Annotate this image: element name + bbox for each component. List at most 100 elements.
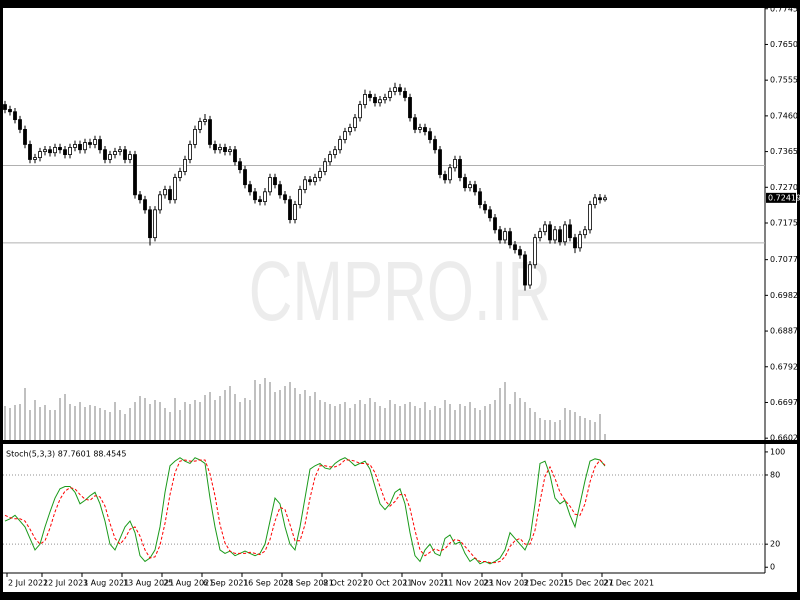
- volume-bar: [444, 400, 446, 440]
- volume-bar: [424, 402, 426, 440]
- volume-bar: [479, 410, 481, 440]
- candle-body: [153, 209, 157, 239]
- candle-body: [18, 119, 22, 130]
- candle-body: [323, 161, 327, 172]
- candle-body: [448, 167, 452, 181]
- volume-bar: [289, 382, 291, 440]
- volume-bar: [129, 408, 131, 440]
- candle-body: [498, 229, 502, 241]
- candle-body: [128, 154, 132, 160]
- y-tick-label: 100: [770, 447, 785, 456]
- candle-body: [473, 184, 477, 193]
- volume-bar: [94, 406, 96, 440]
- x-tick-label: 22 Jul 2021: [43, 579, 88, 588]
- candle-body: [108, 154, 112, 160]
- volume-bar: [469, 402, 471, 440]
- candle-body: [493, 217, 497, 231]
- x-tick-label: 13 Aug 2021: [123, 579, 174, 588]
- candle-body: [293, 204, 297, 221]
- candle-body: [438, 149, 442, 175]
- volume-bar: [109, 412, 111, 440]
- candle-body: [468, 184, 472, 189]
- candle-body: [133, 154, 137, 196]
- volume-bar: [19, 404, 21, 440]
- volume-bar: [574, 412, 576, 440]
- candle-body: [388, 91, 392, 98]
- x-tick-label: 3 Dec 2021: [523, 579, 569, 588]
- x-tick-label: 28 Sep 2021: [283, 579, 334, 588]
- candle-body: [163, 189, 167, 196]
- candle-body: [273, 177, 277, 186]
- candle-body: [458, 159, 462, 178]
- volume-bar: [229, 386, 231, 440]
- y-tick-label: 0.69825: [770, 291, 800, 300]
- volume-bar: [184, 402, 186, 440]
- volume-bar: [529, 408, 531, 440]
- candle-body: [428, 131, 432, 140]
- candle-body: [58, 147, 62, 151]
- candle-body: [8, 109, 12, 113]
- candle-body: [253, 191, 257, 201]
- candle-body: [38, 151, 42, 158]
- volume-bar: [209, 392, 211, 440]
- candle-body: [118, 149, 122, 152]
- candle-body: [423, 127, 427, 133]
- volume-bar: [254, 380, 256, 440]
- candle-body: [318, 171, 322, 178]
- volume-bar: [314, 392, 316, 440]
- panel-separator: [3, 440, 797, 444]
- volume-bar: [79, 402, 81, 440]
- x-tick-label: 20 Oct 2021: [363, 579, 412, 588]
- y-tick-label: 0.70775: [770, 255, 800, 264]
- volume-bar: [419, 408, 421, 440]
- volume-bar: [579, 416, 581, 440]
- x-tick-label: 23 Nov 2021: [483, 579, 534, 588]
- x-tick-label: 3 Aug 2021: [83, 579, 129, 588]
- volume-bar: [74, 406, 76, 440]
- volume-bar: [219, 396, 221, 440]
- volume-bar: [259, 384, 261, 440]
- volume-bar: [384, 408, 386, 440]
- volume-bar: [304, 390, 306, 440]
- candle-body: [583, 229, 587, 236]
- volume-bar: [164, 408, 166, 440]
- volume-bar: [279, 390, 281, 440]
- volume-bar: [329, 404, 331, 440]
- indicator-title: Stoch(5,3,3) 87.7601 88.4545: [6, 450, 126, 459]
- candle-body: [213, 144, 217, 151]
- candle-body: [63, 149, 67, 155]
- volume-bar: [339, 404, 341, 440]
- candle-body: [173, 177, 177, 201]
- candle-body: [563, 224, 567, 243]
- candle-body: [223, 147, 227, 152]
- candle-body: [103, 149, 107, 160]
- candle-body: [288, 199, 292, 221]
- candle-body: [73, 144, 77, 148]
- candle-body: [138, 194, 142, 201]
- candle-body: [193, 129, 197, 145]
- candle-body: [88, 142, 92, 145]
- volume-bar: [354, 404, 356, 440]
- volume-bar: [44, 405, 46, 440]
- volume-bar: [524, 402, 526, 440]
- candle-body: [393, 87, 397, 92]
- volume-bar: [14, 405, 16, 440]
- volume-bar: [429, 410, 431, 440]
- y-tick-label: 0.77450: [770, 4, 800, 13]
- volume-bar: [549, 420, 551, 440]
- candle-body: [568, 224, 572, 239]
- volume-bar: [414, 406, 416, 440]
- volume-bar: [349, 408, 351, 440]
- volume-bar: [119, 410, 121, 440]
- volume-bar: [484, 406, 486, 440]
- volume-bar: [539, 418, 541, 440]
- candle-body: [28, 144, 32, 160]
- volume-bar: [239, 402, 241, 440]
- volume-bar: [179, 410, 181, 440]
- candle-body: [143, 199, 147, 211]
- volume-bar: [569, 410, 571, 440]
- candle-body: [243, 169, 247, 186]
- candle-body: [48, 149, 52, 154]
- candle-body: [398, 87, 402, 92]
- volume-bar: [594, 422, 596, 440]
